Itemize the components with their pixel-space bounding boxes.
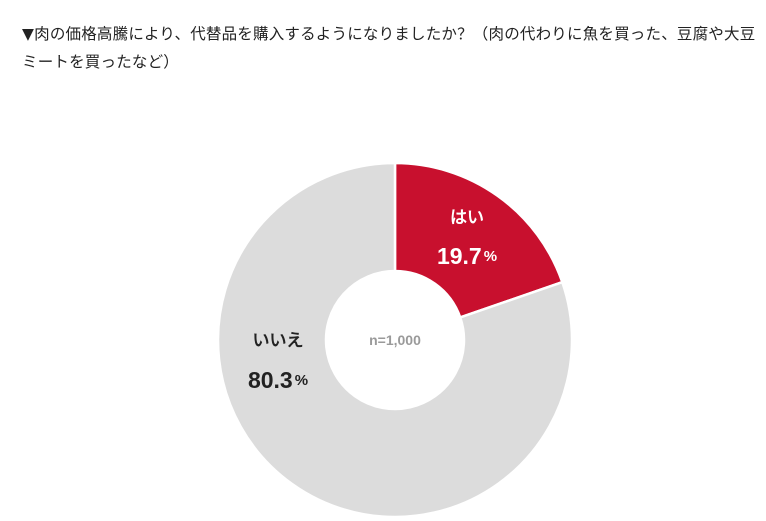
slice-label-yes: はい [450, 208, 484, 228]
chart-labels: はい 19.7 % いいえ 80.3% [248, 208, 497, 393]
slice-yes [393, 161, 564, 320]
sample-size-label: n=1,000 [369, 332, 421, 348]
slice-value-yes: 19.7% [437, 243, 497, 269]
chart-slices [216, 161, 574, 519]
slice-no [216, 161, 574, 519]
question-title: ▼肉の価格高騰により、代替品を購入するようになりましたか？（肉の代わりに魚を買っ… [22, 25, 756, 71]
slice-value-no: 80.3% [248, 367, 308, 393]
slice-label-no: いいえ [253, 331, 304, 351]
